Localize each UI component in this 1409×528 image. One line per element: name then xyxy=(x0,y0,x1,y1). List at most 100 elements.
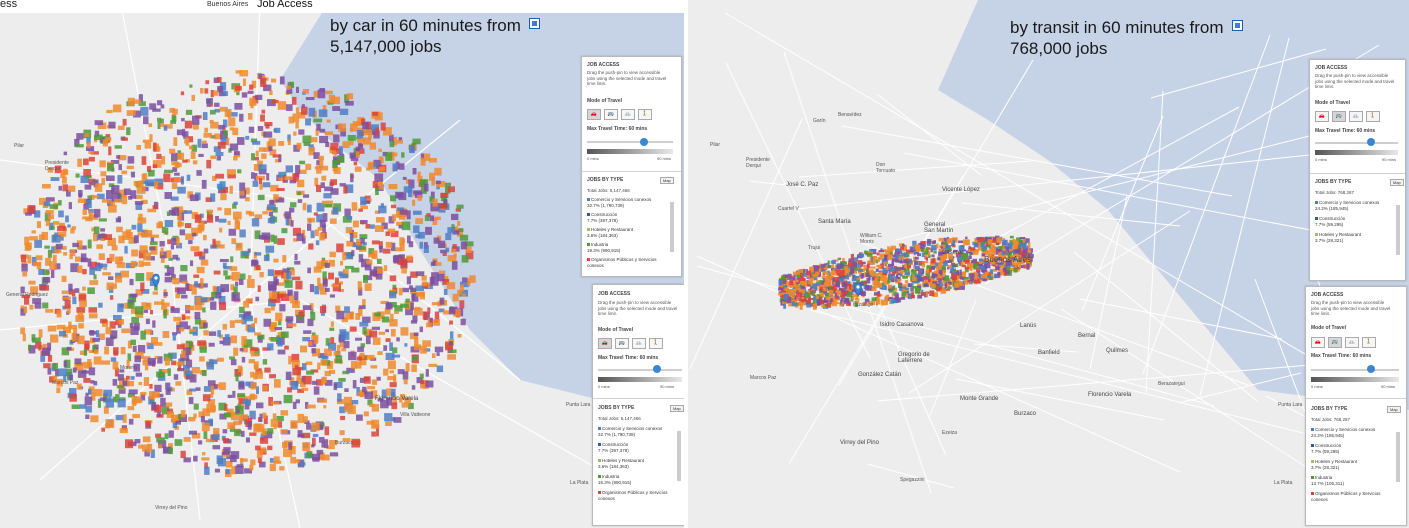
place-label: José C. Paz xyxy=(786,182,819,188)
walk-icon[interactable]: 🚶 xyxy=(1366,111,1380,122)
list-scrollbar[interactable] xyxy=(1396,432,1400,482)
place-label: Virrey del Pino xyxy=(840,440,879,446)
category-swatch xyxy=(587,243,590,246)
map-pin-icon[interactable] xyxy=(854,282,862,297)
car-icon[interactable]: 🚗 xyxy=(587,109,601,120)
category-swatch xyxy=(1311,444,1314,447)
mode-label: Mode of Travel xyxy=(587,98,623,104)
job-category-item: Industria 13.7% (105,311) xyxy=(1311,475,1344,486)
caption-line2: 5,147,000 jobs xyxy=(330,37,442,56)
map-button[interactable]: Map xyxy=(1387,406,1401,413)
place-label: Burzaco xyxy=(335,440,354,446)
bike-icon[interactable]: 🚲 xyxy=(632,338,646,349)
walk-icon[interactable]: 🚶 xyxy=(638,109,652,120)
bus-icon[interactable]: 🚌 xyxy=(1332,111,1346,122)
job-access-overlay-transit xyxy=(778,235,1034,310)
category-swatch xyxy=(598,459,601,462)
job-access-panel: JOB ACCESS Drag the push-pin to view acc… xyxy=(1305,286,1407,526)
time-slider-knob[interactable] xyxy=(1367,365,1375,373)
map-panel-transit[interactable]: by transit in 60 minutes from 768,000 jo… xyxy=(688,0,1409,528)
place-label: Lanús xyxy=(1020,323,1037,329)
place-label: Berazategui xyxy=(1158,381,1185,387)
scale-max: 90 mins xyxy=(1382,157,1397,162)
car-icon[interactable]: 🚗 xyxy=(598,338,612,349)
place-label: Presidente Derqui xyxy=(45,160,69,172)
place-label: Ezeiza xyxy=(942,430,958,436)
bike-icon[interactable]: 🚲 xyxy=(621,109,635,120)
caption-car: by car in 60 minutes from 5,147,000 jobs xyxy=(330,15,540,57)
place-label: General San Martín xyxy=(924,222,954,234)
car-icon[interactable]: 🚗 xyxy=(1315,111,1329,122)
place-label: Pilar xyxy=(14,143,25,149)
category-swatch xyxy=(598,443,601,446)
travel-time-label: Max Travel Time: 60 mins xyxy=(598,355,659,361)
panel-title: JOB ACCESS xyxy=(1315,65,1348,71)
place-label: General Rodriguez xyxy=(6,292,48,298)
map-canvas-transit[interactable] xyxy=(688,0,1409,528)
divider xyxy=(1310,173,1405,174)
bus-icon[interactable]: 🚌 xyxy=(1328,337,1342,348)
map-button[interactable]: Map xyxy=(660,177,674,184)
category-swatch xyxy=(587,213,590,216)
job-category-item: Industria 19.3% (990,915) xyxy=(587,242,621,253)
job-category-item: Construcción 7.7% (59,295) xyxy=(1311,443,1342,454)
list-scrollbar[interactable] xyxy=(1396,205,1400,255)
time-slider-knob[interactable] xyxy=(653,365,661,373)
caption-transit: by transit in 60 minutes from 768,000 jo… xyxy=(1010,17,1243,59)
place-label: Presidente Derqui xyxy=(746,157,770,169)
place-label: Marcos Paz xyxy=(750,375,777,381)
place-label: Punta Lara xyxy=(1278,402,1303,408)
jobs-by-type-title: JOBS BY TYPE xyxy=(587,177,624,183)
car-icon[interactable]: 🚗 xyxy=(1311,337,1325,348)
job-category-item: Organismos Públicos y Servicios conexos xyxy=(598,490,668,501)
walk-icon[interactable]: 🚶 xyxy=(1362,337,1376,348)
time-slider-knob[interactable] xyxy=(1367,138,1375,146)
panel-description: Drag the push-pin to view accessible job… xyxy=(1315,73,1395,89)
bus-icon[interactable]: 🚌 xyxy=(615,338,629,349)
list-scrollbar[interactable] xyxy=(670,202,674,252)
time-slider-knob[interactable] xyxy=(640,138,648,146)
time-slider-track[interactable] xyxy=(598,369,682,371)
map-button[interactable]: Map xyxy=(670,405,684,412)
job-category-item: Comercio y Servicios conexos 32.7% (1,790… xyxy=(598,426,663,437)
divider xyxy=(1306,398,1406,399)
bike-icon[interactable]: 🚲 xyxy=(1345,337,1359,348)
bus-icon[interactable]: 🚌 xyxy=(604,109,618,120)
category-swatch xyxy=(1315,201,1318,204)
job-category-item: Comercio y Servicios conexos 32.7% (1,790… xyxy=(587,197,652,208)
scale-min: 0 mins xyxy=(1315,157,1327,162)
time-scale-bar xyxy=(598,377,682,382)
map-pin-icon[interactable] xyxy=(152,273,160,288)
panel-title: JOB ACCESS xyxy=(1311,292,1344,298)
total-jobs: Total Jobs: 768,287 xyxy=(1315,190,1355,195)
map-button[interactable]: Map xyxy=(1390,179,1404,186)
place-label: Garín xyxy=(813,118,826,124)
panel-title: JOB ACCESS xyxy=(587,62,620,68)
time-scale-bar xyxy=(1311,377,1399,382)
place-label: Moreno xyxy=(120,365,137,371)
scale-max: 90 mins xyxy=(1381,384,1396,389)
category-swatch xyxy=(1311,492,1314,495)
scale-min: 0 mins xyxy=(1311,384,1323,389)
list-scrollbar[interactable] xyxy=(677,431,681,481)
bike-icon[interactable]: 🚲 xyxy=(1349,111,1363,122)
caption-line1: by car in 60 minutes from xyxy=(330,16,521,35)
place-label: Vicente López xyxy=(942,187,980,193)
place-label: González Catán xyxy=(858,372,902,378)
panel-divider xyxy=(684,0,688,528)
job-category-item: Hoteles y Restaurant 3.6% (184,363) xyxy=(598,458,645,469)
map-panel-car[interactable]: ess Buenos Aires Job Access by car in 60… xyxy=(0,0,684,528)
category-swatch xyxy=(587,198,590,201)
walk-icon[interactable]: 🚶 xyxy=(649,338,663,349)
job-category-item: Hoteles y Restaurant 3.6% (184,363) xyxy=(587,227,634,238)
time-slider-track[interactable] xyxy=(1315,142,1398,144)
job-access-panel: JOB ACCESS Drag the push-pin to view acc… xyxy=(581,56,682,277)
place-label: Spegazzini xyxy=(900,477,925,483)
time-slider-track[interactable] xyxy=(1311,369,1399,371)
time-slider-track[interactable] xyxy=(587,141,673,143)
place-label: La Plata xyxy=(1274,480,1293,486)
app-brand: ess xyxy=(0,0,18,10)
scale-max: 90 mins xyxy=(660,384,675,389)
mode-selector: 🚗 🚌 🚲 🚶 xyxy=(587,109,652,120)
app-title: Job Access xyxy=(257,0,313,10)
